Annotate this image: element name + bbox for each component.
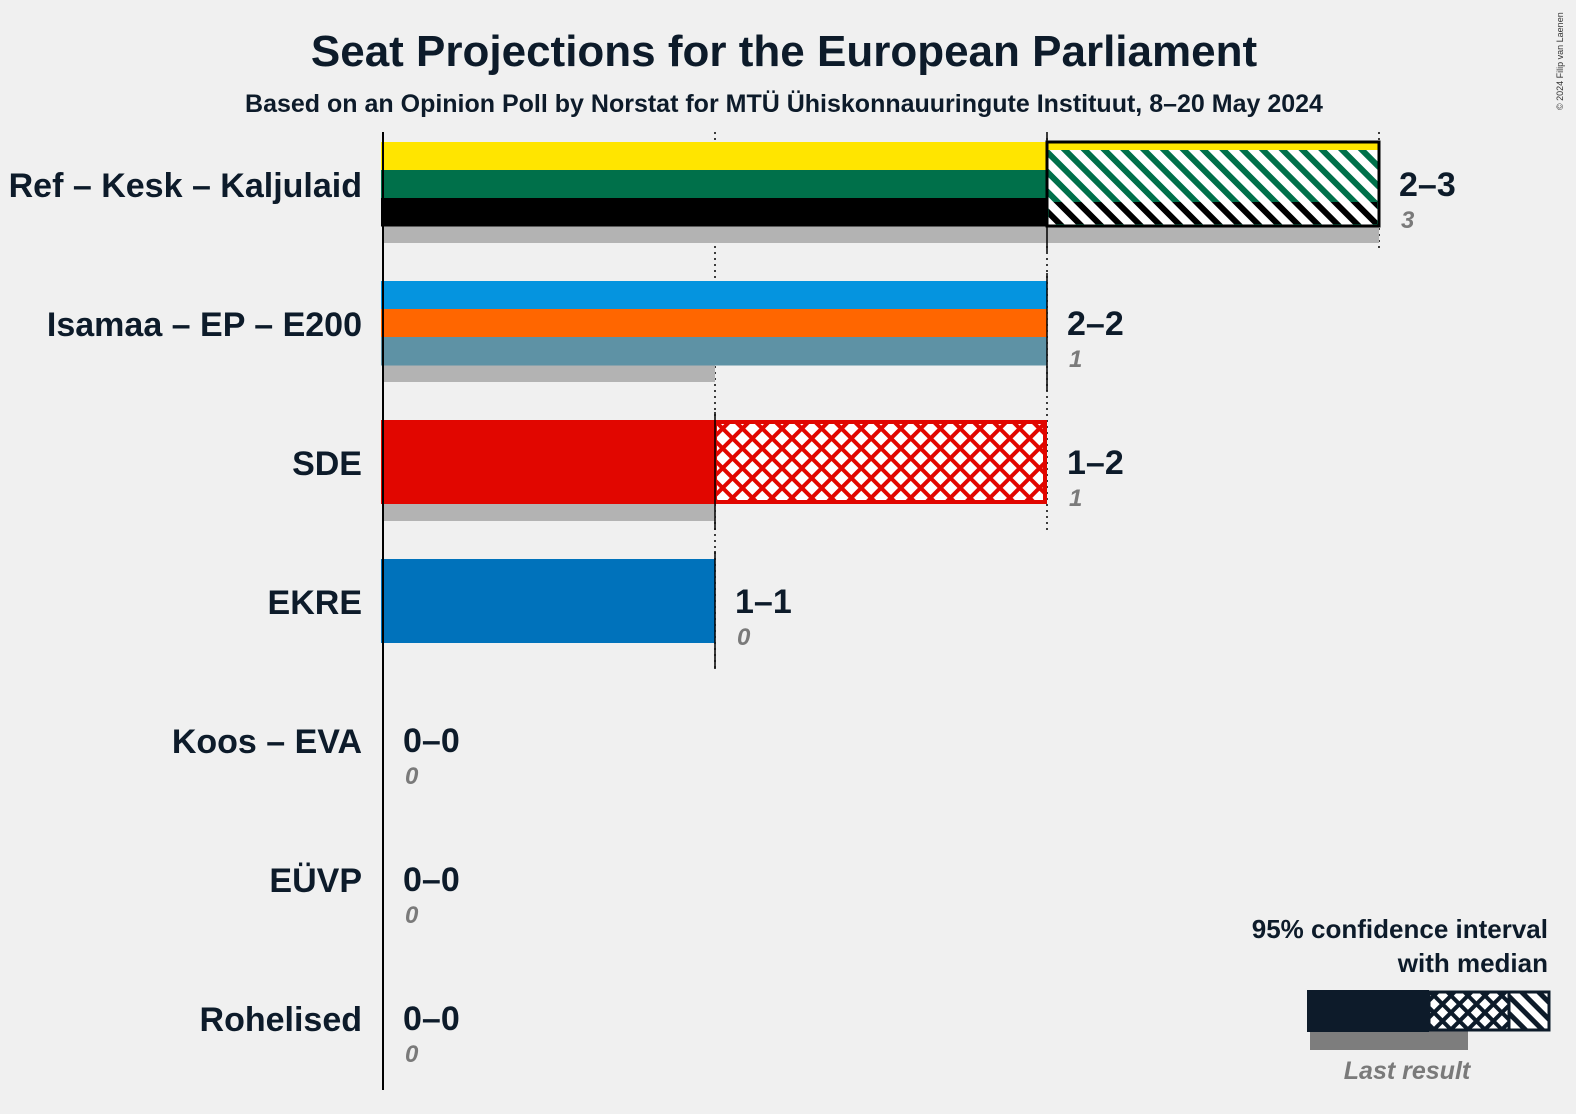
party-2-last-result-bar: [383, 504, 715, 521]
party-0-solid-band-0: [381, 142, 1047, 171]
party-1-last-result-bar: [383, 365, 715, 382]
legend-line1: 95% confidence interval: [1252, 914, 1548, 944]
party-2-interval-crosshatch: [713, 420, 1047, 504]
party-0-range-label: 2–3: [1399, 166, 1456, 204]
party-0-interval-top-band: [1047, 142, 1379, 150]
party-5-last-result-label: 0: [405, 902, 419, 929]
labels-layer: Ref – Kesk – Kaljulaid 2–3 3 Isamaa – EP – …: [9, 166, 1456, 1068]
party-4-name-label: Koos – EVA: [172, 723, 362, 761]
chart-title: Seat Projections for the European Parlia…: [311, 27, 1258, 76]
party-3-range-label: 1–1: [735, 583, 792, 621]
chart-subtitle: Based on an Opinion Poll by Norstat for …: [245, 89, 1323, 118]
party-6-last-result-label: 0: [405, 1041, 419, 1068]
legend-crosshatch-swatch: [1427, 990, 1511, 1032]
party-3-name-label: EKRE: [268, 584, 362, 622]
party-1-last-result-label: 1: [1069, 346, 1082, 373]
party-2-solid-bar: [381, 420, 715, 504]
legend-last-result-label: Last result: [1344, 1057, 1472, 1085]
legend-line2: with median: [1397, 948, 1548, 978]
legend: 95% confidence interval with median Last…: [1252, 914, 1551, 1085]
party-6-name-label: Rohelised: [200, 1001, 362, 1039]
legend-solid-swatch: [1307, 990, 1429, 1032]
party-4-last-result-label: 0: [405, 763, 419, 790]
legend-last-result-bar: [1310, 1030, 1468, 1050]
bars-layer: [381, 134, 1381, 669]
party-6-range-label: 0–0: [403, 1000, 460, 1038]
party-2-last-result-label: 1: [1069, 485, 1082, 512]
party-0-name-label: Ref – Kesk – Kaljulaid: [9, 167, 362, 205]
party-1-solid-band-2: [381, 337, 1047, 366]
party-2-range-label: 1–2: [1067, 444, 1124, 482]
party-0-last-result-bar: [383, 226, 1379, 243]
party-2-name-label: SDE: [292, 445, 362, 483]
legend-hatch-swatch: [1507, 990, 1551, 1032]
party-1-name-label: Isamaa – EP – E200: [47, 306, 362, 344]
party-1-range-label: 2–2: [1067, 305, 1124, 343]
party-0-last-result-label: 3: [1401, 207, 1415, 234]
party-1-solid-band-1: [381, 309, 1047, 338]
party-1-solid-band-0: [381, 281, 1047, 310]
party-0-interval-hatch-black: [1049, 202, 1377, 224]
party-5-name-label: EÜVP: [269, 862, 362, 900]
party-3-solid-bar: [381, 559, 715, 643]
party-0-solid-band-2: [381, 198, 1047, 227]
party-3-last-result-label: 0: [737, 624, 751, 651]
party-5-range-label: 0–0: [403, 861, 460, 899]
party-4-range-label: 0–0: [403, 722, 460, 760]
party-0-solid-band-1: [381, 170, 1047, 199]
copyright-notice: © 2024 Filip van Laenen: [1555, 12, 1565, 110]
